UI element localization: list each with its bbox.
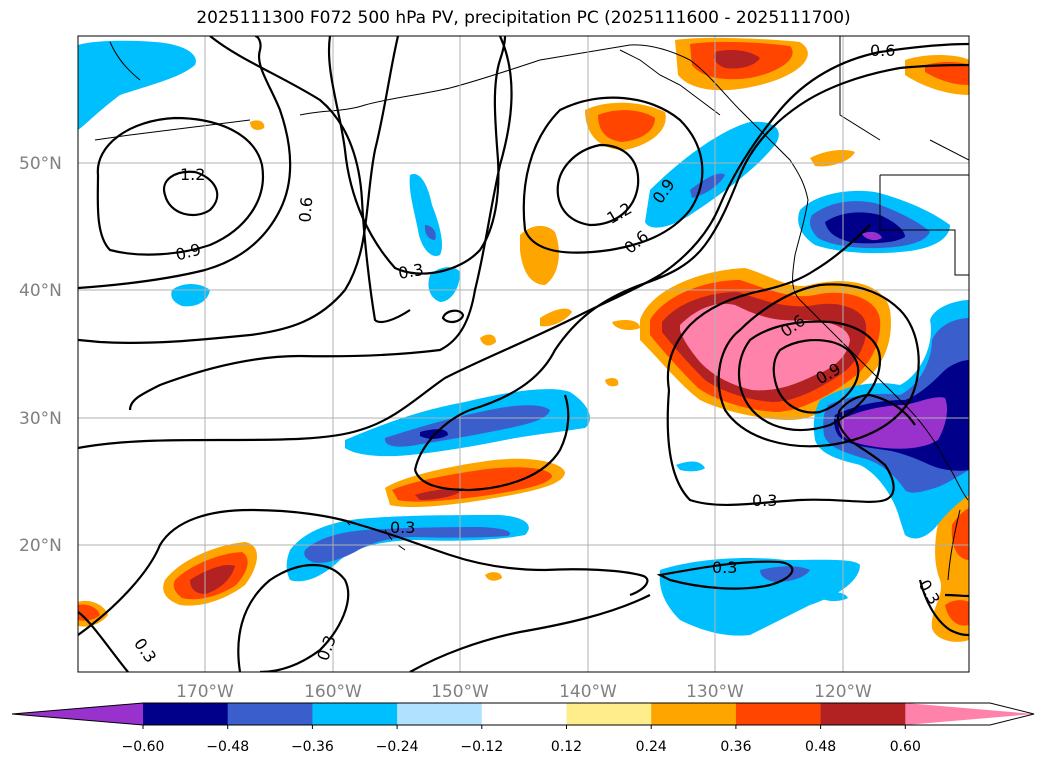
- colorbar-segment: [227, 703, 313, 725]
- longitude-labels: 170°W 160°W 150°W 140°W 130°W 120°W: [176, 682, 872, 702]
- colorbar-tick-label: 0.60: [890, 739, 921, 755]
- colorbar-tick-label: 0.12: [551, 739, 582, 755]
- colorbar-segment: [651, 703, 737, 725]
- latitude-labels: 50°N 40°N 30°N 20°N: [19, 154, 62, 556]
- contour-label: 0.3: [752, 491, 777, 510]
- colorbar-tick-label: −0.60: [122, 739, 165, 755]
- colorbar-segment: [481, 703, 567, 725]
- colorbar-tick-label: −0.36: [291, 739, 334, 755]
- map-title: 2025111300 F072 500 hPa PV, precipitatio…: [196, 8, 851, 28]
- lat-label-30n: 30°N: [19, 409, 62, 429]
- colorbar-extend-high: [905, 703, 1034, 725]
- lat-label-50n: 50°N: [19, 154, 62, 174]
- lon-label-120w: 120°W: [814, 682, 872, 702]
- map-frame: [77, 35, 970, 673]
- contour-label: 0.6: [870, 41, 895, 60]
- colorbar-segment: [820, 703, 906, 725]
- lon-label-150w: 150°W: [431, 682, 489, 702]
- colorbar-segment: [143, 703, 229, 725]
- colorbar: −0.60 −0.48 −0.36 −0.24 −0.12 0.12 0.24 0.36 0.4…: [11, 702, 1035, 755]
- colorbar-tick-label: 0.24: [636, 739, 667, 755]
- lat-label-20n: 20°N: [19, 536, 62, 556]
- colorbar-segment: [397, 703, 483, 725]
- map-panel: 1.2 0.9 0.6 0.3 0.3 1.2 0.9 0.6 0.6 0.6 …: [78, 36, 969, 672]
- colorbar-tick-label: −0.12: [460, 739, 503, 755]
- lon-label-170w: 170°W: [176, 682, 234, 702]
- colorbar-tick-label: −0.24: [376, 739, 419, 755]
- coastlines: [94, 36, 969, 581]
- lon-label-160w: 160°W: [304, 682, 362, 702]
- colorbar-tick-label: 0.36: [720, 739, 751, 755]
- colorbar-extend-low: [12, 703, 143, 725]
- contour-label: 0.3: [397, 260, 425, 283]
- contour-label: 0.6: [295, 196, 316, 223]
- lat-label-40n: 40°N: [19, 281, 62, 301]
- pv-contours: [78, 36, 969, 672]
- contour-label: 0.3: [390, 518, 415, 537]
- contour-label: 1.2: [180, 165, 205, 184]
- colorbar-segment: [566, 703, 652, 725]
- colorbar-tick-label: −0.48: [206, 739, 249, 755]
- contour-label: 0.3: [712, 558, 737, 577]
- colorbar-tick-label: 0.48: [805, 739, 836, 755]
- lon-label-140w: 140°W: [559, 682, 617, 702]
- precipitation-shading: [78, 37, 969, 642]
- lon-label-130w: 130°W: [686, 682, 744, 702]
- colorbar-segment: [735, 703, 822, 725]
- colorbar-segment: [312, 703, 398, 725]
